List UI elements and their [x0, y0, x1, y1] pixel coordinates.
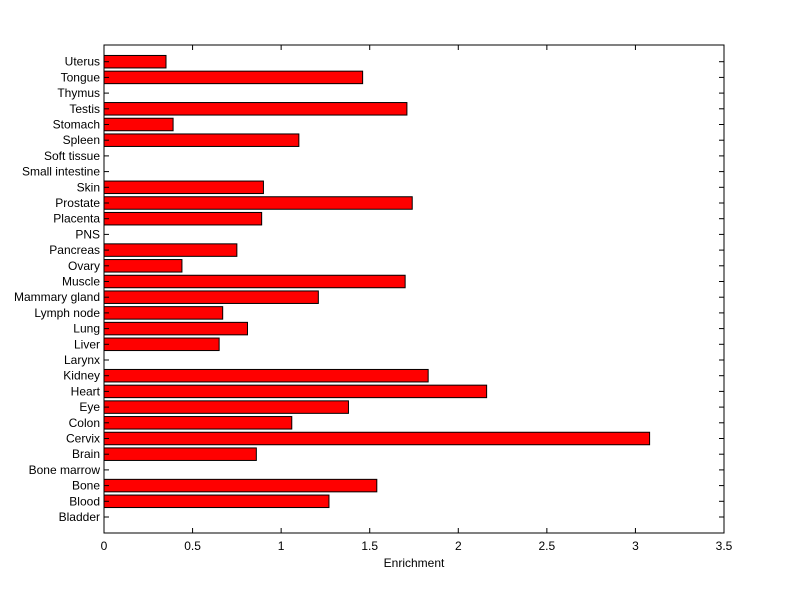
x-tick-label: 3.5 — [716, 539, 733, 553]
x-tick-label: 3 — [632, 539, 639, 553]
y-tick-label-lymph-node: Lymph node — [34, 306, 100, 320]
bar-placenta — [103, 211, 263, 226]
x-tick-label: 2 — [455, 539, 462, 553]
bar-liver — [103, 337, 220, 352]
x-axis-ticks: 0 0.5 1 1.5 2 2.5 3 3.5 — [101, 45, 733, 553]
bar-kidney — [103, 368, 429, 383]
bar-prostate — [103, 196, 413, 210]
y-tick-label-pns: PNS — [75, 227, 100, 241]
bar-ovary — [103, 259, 183, 273]
y-tick-label-small-intestine: Small intestine — [22, 165, 100, 179]
y-tick-label-soft-tissue: Soft tissue — [44, 149, 100, 163]
x-tick-label: 0.5 — [184, 539, 201, 553]
bar-tongue — [103, 70, 364, 85]
y-tick-label-lung: Lung — [73, 322, 100, 336]
bar-mammary-gland — [103, 290, 319, 304]
y-tick-label-heart: Heart — [71, 384, 101, 398]
y-tick-label-larynx: Larynx — [64, 353, 100, 367]
x-tick-label: 1.5 — [361, 539, 378, 553]
x-tick-label: 2.5 — [539, 539, 556, 553]
y-tick-label-stomach: Stomach — [53, 118, 100, 132]
x-axis-label: Enrichment — [384, 556, 445, 570]
y-tick-label-spleen: Spleen — [63, 133, 100, 147]
bar-skin — [103, 180, 264, 195]
bar-testis — [103, 102, 408, 116]
y-tick-label-liver: Liver — [74, 337, 100, 351]
bar-eye — [103, 400, 349, 414]
y-tick-label-testis: Testis — [69, 102, 100, 116]
bar-lung — [103, 321, 248, 336]
y-tick-label-ovary: Ovary — [68, 259, 100, 273]
bar-blood — [103, 494, 330, 509]
x-tick-label: 1 — [278, 539, 285, 553]
bar-muscle — [103, 274, 406, 289]
plot-frame — [103, 44, 725, 534]
y-tick-label-thymus: Thymus — [57, 86, 100, 100]
bar-bone — [103, 478, 378, 493]
bar-uterus — [103, 54, 167, 69]
y-tick-label-kidney: Kidney — [63, 369, 100, 383]
bar-pancreas — [103, 243, 238, 257]
y-tick-label-muscle: Muscle — [62, 275, 100, 289]
bar-spleen — [103, 133, 300, 147]
y-tick-label-brain: Brain — [72, 447, 100, 461]
y-tick-label-eye: Eye — [79, 400, 100, 414]
y-tick-label-mammary-gland: Mammary gland — [14, 290, 100, 304]
y-tick-label-bone: Bone — [72, 479, 100, 493]
bar-cervix — [103, 431, 651, 446]
y-tick-label-prostate: Prostate — [55, 196, 100, 210]
y-tick-label-tongue: Tongue — [61, 70, 101, 84]
y-tick-label-bone-marrow: Bone marrow — [29, 463, 101, 477]
y-tick-label-uterus: Uterus — [65, 55, 100, 69]
bar-heart — [103, 384, 488, 399]
y-tick-label-bladder: Bladder — [59, 510, 100, 524]
y-tick-label-cervix: Cervix — [66, 432, 100, 446]
y-tick-label-skin: Skin — [77, 180, 100, 194]
bar-stomach — [103, 117, 174, 132]
x-tick-label: 0 — [101, 539, 108, 553]
y-tick-label-placenta: Placenta — [53, 212, 100, 226]
bar-colon — [103, 416, 293, 430]
bar-brain — [103, 447, 257, 461]
y-tick-label-blood: Blood — [69, 494, 100, 508]
y-tick-label-colon: Colon — [69, 416, 100, 430]
bar-lymph-node — [103, 306, 224, 320]
y-tick-label-pancreas: Pancreas — [49, 243, 100, 257]
